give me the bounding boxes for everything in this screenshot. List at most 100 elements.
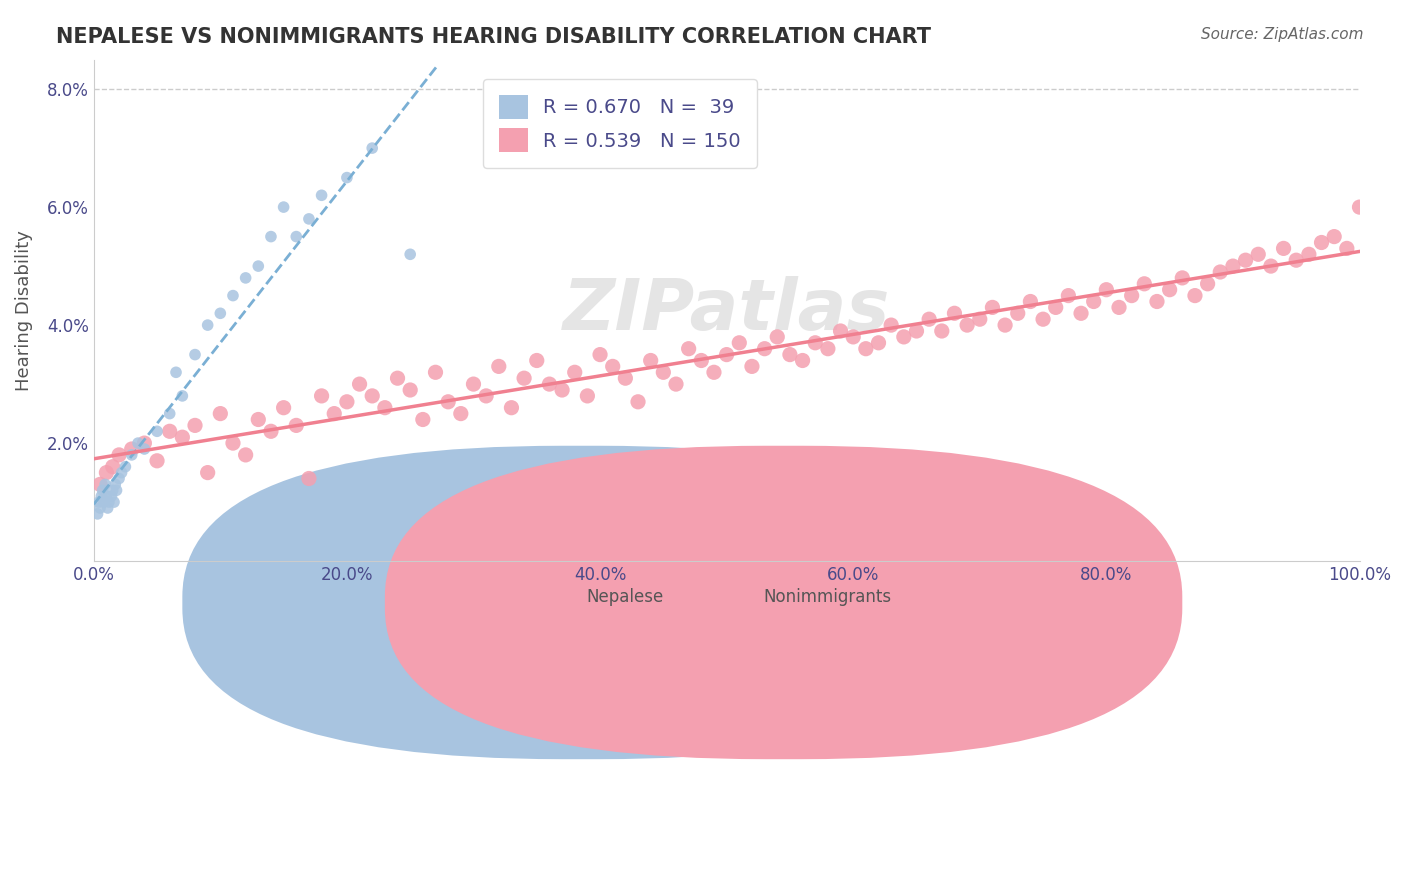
Point [184, 348, 207, 362]
Point [108, 471, 131, 485]
Point [197, 466, 219, 480]
Point [1336, 241, 1358, 255]
Text: ZIPatlas: ZIPatlas [562, 276, 890, 345]
Point [101, 483, 124, 498]
FancyBboxPatch shape [183, 446, 980, 759]
Point [86, 507, 108, 521]
Point [235, 271, 257, 285]
Point [101, 459, 124, 474]
Point [576, 389, 599, 403]
Y-axis label: Hearing Disability: Hearing Disability [15, 230, 32, 391]
Point [1272, 241, 1295, 255]
Point [842, 330, 865, 344]
Point [1045, 301, 1067, 315]
Point [1108, 301, 1130, 315]
Point [235, 448, 257, 462]
Point [1146, 294, 1168, 309]
Point [627, 394, 650, 409]
Point [1184, 288, 1206, 302]
Point [298, 211, 321, 226]
Point [89, 477, 111, 491]
Point [488, 359, 510, 374]
Point [146, 454, 169, 468]
Point [817, 342, 839, 356]
Point [994, 318, 1017, 332]
Point [323, 407, 346, 421]
Text: Nonimmigrants: Nonimmigrants [763, 588, 891, 607]
Point [766, 330, 789, 344]
Point [1171, 271, 1194, 285]
Point [804, 335, 827, 350]
Point [690, 353, 713, 368]
Point [387, 371, 409, 385]
Point [931, 324, 953, 338]
Point [336, 170, 359, 185]
Point [1348, 200, 1371, 214]
Point [1019, 294, 1042, 309]
Point [361, 389, 384, 403]
Point [412, 412, 434, 426]
Point [298, 471, 321, 485]
Point [893, 330, 915, 344]
Point [94, 477, 117, 491]
Point [463, 377, 485, 392]
Point [1323, 229, 1346, 244]
Point [1260, 259, 1282, 273]
Point [97, 495, 120, 509]
Point [855, 342, 877, 356]
Point [981, 301, 1004, 315]
Point [1057, 288, 1080, 302]
Point [134, 442, 156, 456]
Point [943, 306, 966, 320]
Point [97, 501, 120, 516]
Point [146, 425, 169, 439]
Point [1247, 247, 1270, 261]
Point [96, 466, 118, 480]
Point [399, 383, 422, 397]
Point [513, 371, 536, 385]
Point [956, 318, 979, 332]
Point [349, 377, 371, 392]
Point [103, 495, 125, 509]
Point [209, 407, 232, 421]
Point [172, 430, 194, 444]
Point [614, 371, 637, 385]
Point [108, 448, 131, 462]
Point [374, 401, 396, 415]
Point [792, 353, 814, 368]
Point [222, 288, 245, 302]
Point [1133, 277, 1156, 291]
Point [127, 436, 149, 450]
Point [741, 359, 763, 374]
Point [1070, 306, 1092, 320]
Point [665, 377, 688, 392]
Point [754, 342, 776, 356]
Point [311, 389, 333, 403]
Point [1007, 306, 1029, 320]
Point [247, 412, 270, 426]
Point [285, 229, 308, 244]
Point [1310, 235, 1333, 250]
Point [399, 247, 422, 261]
Text: Nepalese: Nepalese [586, 588, 664, 607]
Point [551, 383, 574, 397]
Point [728, 335, 751, 350]
Point [703, 365, 725, 379]
Text: NEPALESE VS NONIMMIGRANTS HEARING DISABILITY CORRELATION CHART: NEPALESE VS NONIMMIGRANTS HEARING DISABI… [56, 27, 931, 46]
Point [93, 495, 115, 509]
Point [89, 501, 111, 516]
Point [716, 348, 738, 362]
Point [260, 229, 283, 244]
Point [159, 425, 181, 439]
Point [652, 365, 675, 379]
Point [450, 407, 472, 421]
Point [165, 365, 187, 379]
Point [105, 483, 128, 498]
Point [273, 401, 295, 415]
Point [172, 389, 194, 403]
Point [361, 141, 384, 155]
Point [1234, 253, 1257, 268]
Point [285, 418, 308, 433]
Point [1095, 283, 1118, 297]
Point [197, 318, 219, 332]
